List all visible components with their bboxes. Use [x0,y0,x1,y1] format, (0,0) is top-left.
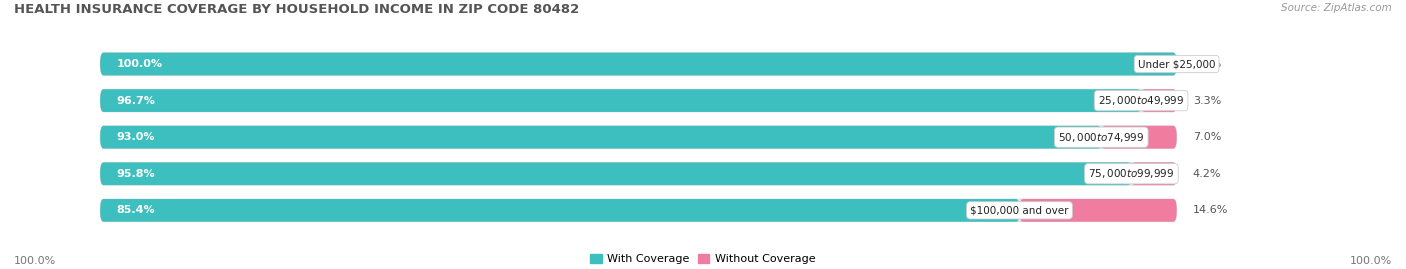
Text: HEALTH INSURANCE COVERAGE BY HOUSEHOLD INCOME IN ZIP CODE 80482: HEALTH INSURANCE COVERAGE BY HOUSEHOLD I… [14,3,579,16]
FancyBboxPatch shape [100,89,1142,112]
Text: 100.0%: 100.0% [1350,256,1392,266]
FancyBboxPatch shape [100,53,1177,75]
Text: 3.3%: 3.3% [1192,95,1220,106]
Text: 100.0%: 100.0% [117,59,162,69]
FancyBboxPatch shape [100,162,1132,185]
FancyBboxPatch shape [100,89,1177,112]
Text: Under $25,000: Under $25,000 [1137,59,1215,69]
Text: 85.4%: 85.4% [117,205,155,215]
Text: 95.8%: 95.8% [117,169,155,179]
Text: $25,000 to $49,999: $25,000 to $49,999 [1098,94,1184,107]
Text: $100,000 and over: $100,000 and over [970,205,1069,215]
Text: $50,000 to $74,999: $50,000 to $74,999 [1059,131,1144,144]
Text: 14.6%: 14.6% [1192,205,1229,215]
Text: $75,000 to $99,999: $75,000 to $99,999 [1088,167,1174,180]
FancyBboxPatch shape [100,199,1019,222]
FancyBboxPatch shape [100,126,1101,148]
Text: Source: ZipAtlas.com: Source: ZipAtlas.com [1281,3,1392,13]
Text: 0.0%: 0.0% [1192,59,1220,69]
FancyBboxPatch shape [100,126,1177,148]
FancyBboxPatch shape [100,162,1177,185]
Text: 7.0%: 7.0% [1192,132,1222,142]
FancyBboxPatch shape [1019,199,1177,222]
Text: 4.2%: 4.2% [1192,169,1222,179]
FancyBboxPatch shape [100,53,1177,75]
Text: 93.0%: 93.0% [117,132,155,142]
FancyBboxPatch shape [100,199,1177,222]
Text: 96.7%: 96.7% [117,95,155,106]
FancyBboxPatch shape [1101,126,1177,148]
FancyBboxPatch shape [1142,89,1177,112]
Text: 100.0%: 100.0% [14,256,56,266]
FancyBboxPatch shape [1132,162,1177,185]
Legend: With Coverage, Without Coverage: With Coverage, Without Coverage [586,250,820,269]
